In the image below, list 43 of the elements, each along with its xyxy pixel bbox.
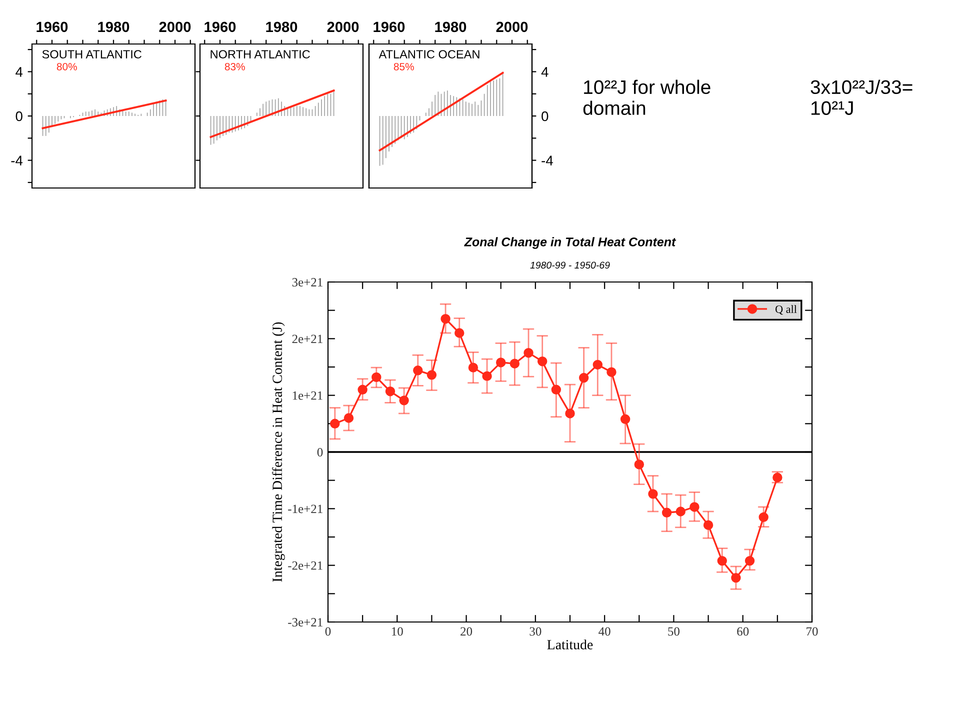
text: 3x10²²J/33= 10²¹J (810, 80, 912, 115)
y2-tick-label: 4 (541, 67, 548, 77)
chart-title: SOUTH ATLANTIC (42, 50, 142, 58)
y-tick-label: 1e+21 (292, 391, 322, 400)
y-axis-title: Integrated Time Difference in Heat Content (J) (272, 322, 285, 582)
annotation: 83% (224, 62, 245, 70)
x-tick-label: 1980 (435, 22, 466, 32)
y-tick-label: -3e+21 (288, 618, 322, 626)
x-tick-label: 10 (392, 627, 403, 636)
chart-subtitle: 1980-99 - 1950-69 (530, 262, 610, 269)
text: 10²²J for whole domain (583, 80, 710, 115)
x-tick-label: 1980 (98, 22, 130, 32)
x-tick-label: 50 (668, 627, 680, 636)
annotation: 85% (394, 62, 414, 70)
y-tick-label: -2e+21 (288, 561, 322, 570)
y-tick-label: 0 (16, 111, 22, 122)
x-tick-label: 20 (460, 627, 472, 636)
x-tick-label: 2000 (159, 22, 191, 32)
legend-label: Q all (776, 305, 797, 315)
y2-tick-label: -4 (542, 156, 553, 166)
chart-title: ATLANTIC OCEAN (378, 50, 480, 58)
x-tick-label: 1960 (36, 22, 68, 32)
y-tick-label: -4 (11, 156, 23, 166)
chart-title: Zonal Change in Total Heat Content (464, 237, 676, 249)
x-tick-label: 60 (737, 627, 749, 636)
x-tick-label: 2000 (327, 22, 359, 32)
x-tick-label: 1960 (204, 22, 236, 32)
x-tick-label: 1960 (374, 22, 405, 32)
annotation: 80% (56, 62, 77, 70)
y2-tick-label: 0 (542, 111, 548, 122)
y-tick-label: -1e+21 (288, 504, 322, 514)
x-tick-label: 40 (598, 627, 610, 636)
x-tick-label: 0 (325, 627, 331, 636)
x-tick-label: 30 (530, 627, 542, 636)
chart-title: NORTH ATLANTIC (210, 50, 310, 58)
y-tick-label: 0 (317, 448, 323, 456)
y-tick-label: 2e+21 (292, 334, 322, 344)
x-tick-label: 2000 (496, 22, 528, 32)
y-tick-label: 3e+21 (292, 278, 322, 286)
x-axis-title: Latitude (547, 640, 593, 650)
y-tick-label: 4 (16, 67, 23, 77)
x-tick-label: 70 (806, 627, 818, 636)
x-tick-label: 1980 (266, 22, 298, 32)
